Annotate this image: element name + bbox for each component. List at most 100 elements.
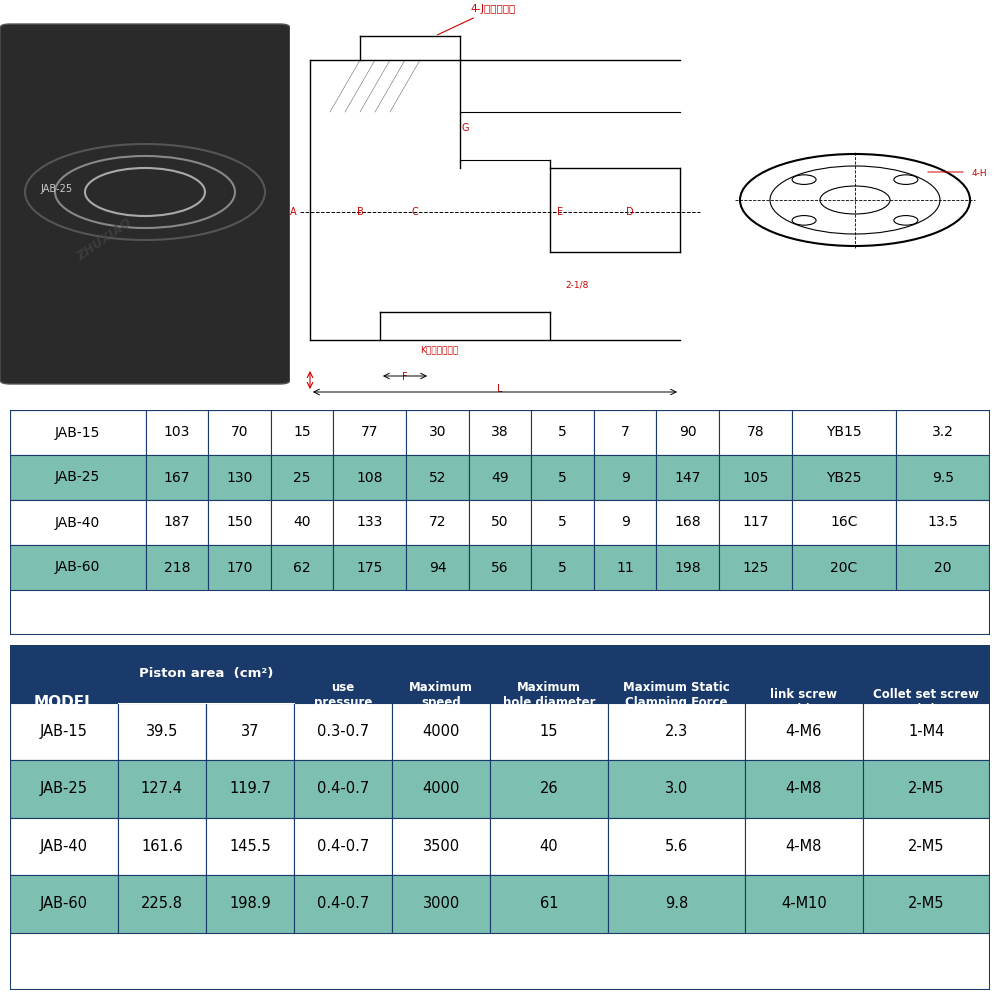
Text: 198.9: 198.9 — [229, 896, 271, 911]
Bar — [10, 875, 118, 932]
Bar — [10, 645, 118, 760]
Bar — [745, 760, 863, 818]
Bar — [392, 818, 490, 875]
Text: 125: 125 — [742, 560, 769, 574]
Bar — [206, 760, 294, 818]
Bar — [392, 875, 490, 932]
Bar — [792, 500, 896, 545]
Text: 105: 105 — [742, 471, 769, 485]
Bar — [531, 455, 594, 500]
Bar — [531, 410, 594, 455]
Text: 61: 61 — [540, 896, 558, 911]
Text: Maximum
speed
(r/min): Maximum speed (r/min) — [409, 681, 473, 724]
Text: A: A — [171, 426, 182, 440]
Bar — [594, 545, 656, 590]
Bar — [863, 702, 990, 760]
Bar — [118, 645, 206, 760]
Text: 70: 70 — [231, 426, 248, 440]
Text: 16C: 16C — [830, 516, 858, 530]
Bar — [608, 760, 745, 818]
Bar — [146, 545, 208, 590]
Bar — [333, 410, 406, 455]
Bar — [896, 545, 990, 590]
Text: ZHUXIAO: ZHUXIAO — [75, 216, 135, 263]
Bar — [294, 760, 392, 818]
Text: Piston area  (cm²): Piston area (cm²) — [139, 667, 273, 680]
Bar — [271, 500, 333, 545]
Text: Maximum Static
Clamping Force
(KN): Maximum Static Clamping Force (KN) — [623, 681, 730, 724]
Text: 4000: 4000 — [423, 724, 460, 739]
Bar — [656, 545, 719, 590]
Text: 3500: 3500 — [423, 839, 460, 854]
Text: 108: 108 — [356, 471, 383, 485]
Text: D: D — [626, 207, 634, 217]
Bar — [146, 410, 208, 455]
Text: 62: 62 — [293, 560, 311, 574]
Text: MODEL: MODEL — [50, 426, 106, 440]
Bar — [294, 645, 392, 760]
Bar — [271, 545, 333, 590]
Bar — [719, 410, 792, 455]
Text: 2.3: 2.3 — [665, 724, 688, 739]
Text: 7: 7 — [621, 426, 629, 440]
Bar — [745, 875, 863, 932]
Text: 5.6: 5.6 — [665, 839, 688, 854]
Bar — [208, 455, 271, 500]
Text: 145.5: 145.5 — [229, 839, 271, 854]
Text: F: F — [402, 372, 408, 382]
Text: 9.8: 9.8 — [665, 896, 688, 911]
Text: B: B — [357, 207, 363, 217]
Bar — [745, 645, 863, 760]
Text: 0.4-0.7: 0.4-0.7 — [317, 839, 369, 854]
Text: C: C — [297, 426, 307, 440]
Bar — [406, 545, 469, 590]
Text: 56: 56 — [491, 560, 509, 574]
Text: 20: 20 — [934, 560, 952, 574]
Text: 2-M5: 2-M5 — [908, 781, 945, 796]
Bar — [10, 545, 146, 590]
Text: weight: weight — [916, 426, 970, 440]
Text: 90: 90 — [679, 426, 696, 440]
Bar — [271, 455, 333, 500]
Bar — [294, 702, 392, 760]
Text: 4-H: 4-H — [972, 169, 988, 178]
Text: 4-J安装螺丝孔: 4-J安装螺丝孔 — [438, 4, 515, 35]
Bar — [608, 818, 745, 875]
Text: MODEL: MODEL — [34, 695, 94, 710]
Bar — [608, 875, 745, 932]
Bar — [896, 455, 990, 500]
Bar — [118, 818, 206, 875]
Bar — [392, 760, 490, 818]
Bar — [469, 410, 531, 455]
Bar — [745, 818, 863, 875]
Text: 103: 103 — [164, 426, 190, 440]
Text: 72: 72 — [429, 516, 446, 530]
Bar — [208, 410, 271, 455]
Text: 170: 170 — [226, 560, 253, 574]
Text: JAB-25: JAB-25 — [40, 184, 72, 194]
Bar — [792, 410, 896, 455]
Text: 11: 11 — [616, 560, 634, 574]
Text: 127.4: 127.4 — [141, 781, 183, 796]
Bar — [490, 818, 608, 875]
Text: C: C — [412, 207, 418, 217]
Text: 168: 168 — [674, 516, 701, 530]
Bar — [208, 500, 271, 545]
Text: 38: 38 — [491, 426, 509, 440]
Bar — [608, 645, 745, 760]
Bar — [863, 818, 990, 875]
Text: 119.7: 119.7 — [229, 781, 271, 796]
Bar — [490, 760, 608, 818]
Text: 4-M8: 4-M8 — [786, 839, 822, 854]
Text: 0.4-0.7: 0.4-0.7 — [317, 781, 369, 796]
Bar — [146, 455, 208, 500]
Text: 2-M5: 2-M5 — [908, 896, 945, 911]
Bar — [490, 875, 608, 932]
Bar — [333, 500, 406, 545]
Bar — [896, 410, 990, 455]
Text: 225.8: 225.8 — [141, 896, 183, 911]
Text: Maximum
hole diameter
(mm): Maximum hole diameter (mm) — [503, 681, 595, 724]
Text: 78: 78 — [747, 426, 764, 440]
Text: JAB-15: JAB-15 — [40, 724, 88, 739]
Text: 25: 25 — [293, 471, 311, 485]
